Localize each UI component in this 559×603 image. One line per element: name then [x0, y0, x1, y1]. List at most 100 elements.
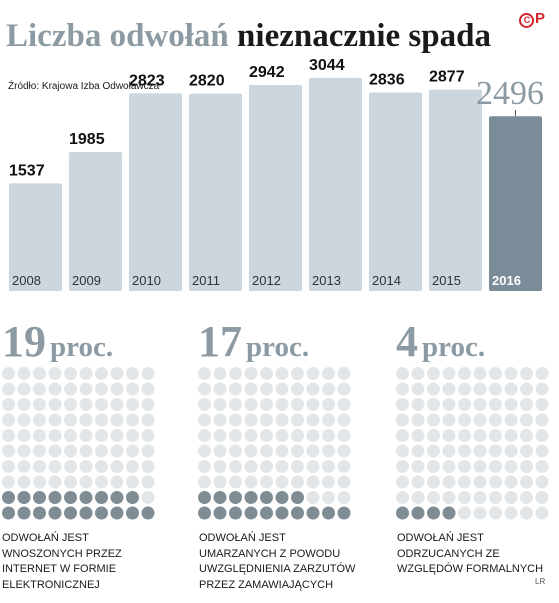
dot: [95, 429, 108, 442]
dot: [275, 460, 289, 473]
dot-grid-3: [395, 366, 555, 526]
dot: [213, 413, 227, 427]
dot: [322, 367, 335, 380]
dot: [275, 444, 289, 458]
dot: [337, 398, 351, 411]
dot: [291, 398, 304, 411]
dot: [473, 382, 487, 396]
dot: [337, 491, 351, 504]
stat-2-value: 17: [198, 317, 242, 366]
dot: [2, 413, 15, 427]
dot: [504, 475, 518, 489]
dot: [110, 475, 124, 489]
dot: [48, 491, 62, 504]
dot: [141, 382, 155, 396]
dot: [489, 398, 502, 411]
dot: [535, 444, 549, 458]
dot: [427, 491, 440, 504]
dot: [535, 429, 549, 442]
dot: [48, 460, 62, 473]
dot: [520, 491, 533, 504]
dot: [442, 444, 456, 458]
dot: [473, 475, 487, 489]
dot: [306, 444, 320, 458]
dot: [17, 460, 31, 473]
dot: [33, 475, 46, 489]
dot: [33, 413, 46, 427]
stat-1-unit: proc.: [50, 331, 114, 363]
value-label-2015: 2877: [429, 69, 465, 86]
value-label-2013: 3044: [309, 57, 345, 74]
stat-2-description: odwołań jest umarzanych z powodu uwzględ…: [199, 532, 356, 591]
dot: [213, 491, 227, 504]
dot: [79, 491, 93, 504]
dot: [64, 475, 77, 489]
logo-letter: P: [535, 10, 545, 27]
dot: [291, 460, 304, 473]
dot: [442, 382, 456, 396]
dot: [411, 460, 425, 473]
dot: [427, 367, 440, 380]
dot: [126, 491, 139, 504]
dot: [17, 413, 31, 427]
dot: [126, 382, 139, 396]
dot: [458, 444, 471, 458]
dot: [291, 444, 304, 458]
dot: [473, 444, 487, 458]
dot: [427, 413, 440, 427]
dot: [535, 398, 549, 411]
dot: [198, 429, 211, 442]
copyright-icon: C: [519, 13, 534, 28]
dot: [337, 444, 351, 458]
dot: [2, 398, 15, 411]
dot: [2, 460, 15, 473]
dot: [411, 506, 425, 520]
dot: [198, 491, 211, 504]
dot: [95, 382, 108, 396]
tick-label-2014: 2014: [372, 273, 401, 288]
dot: [489, 413, 502, 427]
dot: [473, 491, 487, 504]
bar-2012: [249, 85, 302, 291]
dot: [260, 429, 273, 442]
value-label-2010: 2823: [129, 72, 165, 89]
dot: [489, 475, 502, 489]
dot: [458, 367, 471, 380]
dot: [337, 475, 351, 489]
dot: [79, 398, 93, 411]
dot: [322, 398, 335, 411]
dot: [520, 444, 533, 458]
dot: [198, 413, 211, 427]
dot: [306, 460, 320, 473]
stat-1: 19 proc.: [2, 316, 113, 367]
dot: [275, 506, 289, 520]
dot: [520, 398, 533, 411]
dot: [244, 367, 258, 380]
dot: [95, 460, 108, 473]
dot: [244, 491, 258, 504]
dot: [275, 429, 289, 442]
dot-grid-2: [197, 366, 357, 526]
dot: [2, 444, 15, 458]
dot: [64, 491, 77, 504]
dot: [229, 382, 242, 396]
dot: [458, 506, 471, 520]
dot: [213, 429, 227, 442]
dot: [48, 444, 62, 458]
dot: [17, 506, 31, 520]
dot: [322, 382, 335, 396]
bar-chart: 2008 1537 2009 1985 2010 2823 2011 2820 2012 2942…: [9, 57, 544, 291]
dot: [504, 382, 518, 396]
dot: [396, 491, 409, 504]
dot: [141, 429, 155, 442]
dot: [33, 382, 46, 396]
dot: [110, 506, 124, 520]
dot: [291, 429, 304, 442]
stat-1-description: odwołań jest wnoszonych przez internet w…: [2, 532, 122, 591]
dot: [198, 398, 211, 411]
dot: [141, 491, 155, 504]
value-label-2014: 2836: [369, 71, 405, 88]
dot: [17, 398, 31, 411]
dot: [260, 506, 273, 520]
dot: [473, 460, 487, 473]
